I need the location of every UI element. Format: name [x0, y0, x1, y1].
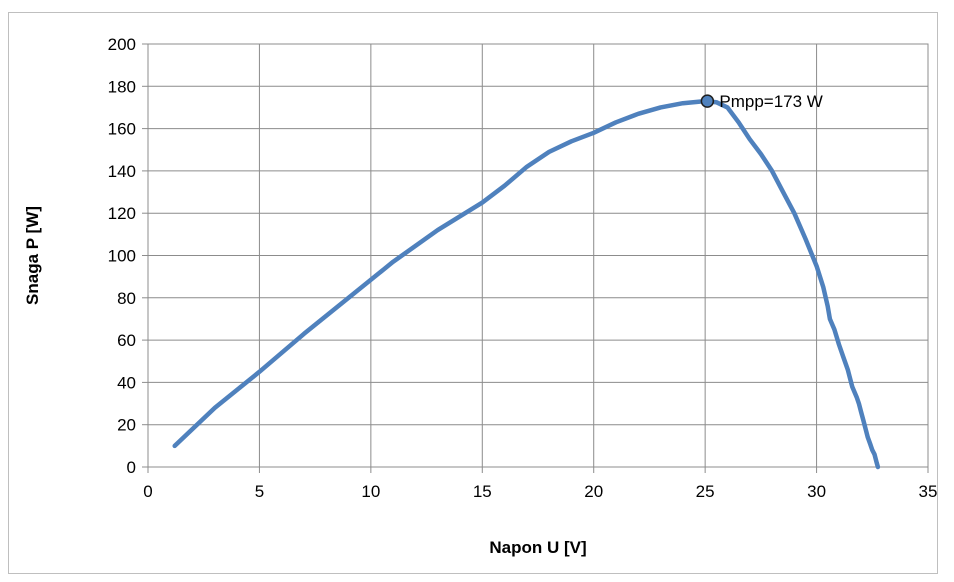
mpp-marker — [700, 94, 715, 108]
x-tick-label: 10 — [361, 482, 380, 501]
y-tick-label: 140 — [108, 162, 136, 181]
y-tick-label: 80 — [117, 289, 136, 308]
x-tick-label: 35 — [919, 482, 938, 501]
y-tick-label: 180 — [108, 77, 136, 96]
y-tick-label: 0 — [127, 458, 136, 477]
y-tick-label: 60 — [117, 331, 136, 350]
chart-frame — [8, 12, 938, 574]
y-tick-label: 160 — [108, 120, 136, 139]
y-axis-ticks: 0 20 40 60 80 100 120 140 160 180 200 — [108, 35, 148, 477]
x-axis-title: Napon U [V] — [489, 538, 586, 557]
mpp-label: Pmpp=173 W — [719, 92, 822, 111]
y-tick-label: 120 — [108, 204, 136, 223]
x-tick-label: 20 — [584, 482, 603, 501]
y-tick-label: 20 — [117, 416, 136, 435]
x-tick-label: 30 — [807, 482, 826, 501]
x-tick-label: 0 — [143, 482, 152, 501]
x-tick-label: 5 — [255, 482, 264, 501]
x-tick-label: 15 — [473, 482, 492, 501]
y-tick-label: 200 — [108, 35, 136, 54]
y-tick-label: 40 — [117, 373, 136, 392]
y-tick-label: 100 — [108, 247, 136, 266]
y-axis-title: Snaga P [W] — [23, 206, 42, 305]
series-line-power — [172, 98, 881, 470]
x-tick-label: 25 — [696, 482, 715, 501]
x-axis-ticks: 0 5 10 15 20 25 30 35 — [143, 467, 937, 501]
